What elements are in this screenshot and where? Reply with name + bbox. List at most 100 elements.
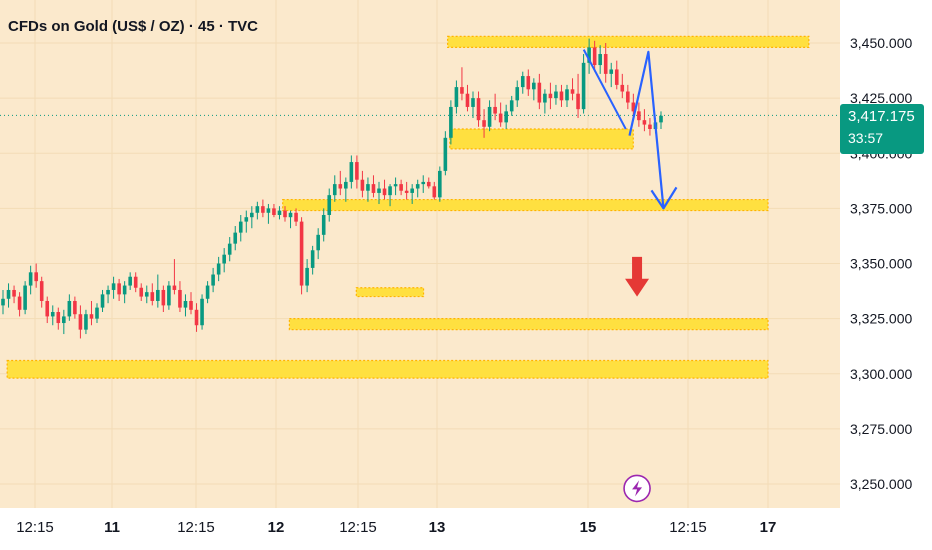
candle-body (321, 214, 326, 235)
candle-body (421, 181, 426, 185)
candle-body (56, 312, 61, 324)
candle (520, 71, 525, 94)
candle (537, 73, 542, 110)
y-tick-label: 3,325.000 (850, 311, 912, 327)
candle (117, 278, 121, 301)
candle-body (294, 212, 298, 222)
candle-body (642, 120, 647, 125)
candle (603, 43, 608, 83)
candle (592, 40, 597, 72)
candle (438, 166, 442, 202)
candle-body (283, 210, 287, 218)
candle-body (609, 69, 614, 74)
candle-body (12, 289, 16, 297)
y-tick-label: 3,375.000 (850, 200, 912, 216)
time-axis[interactable]: 12:15 11 12:15 12 12:15 13 15 12:15 17 (16, 519, 776, 536)
candle-body (404, 190, 409, 193)
candle (288, 210, 293, 229)
candle-body (648, 124, 652, 129)
candle-body (261, 206, 265, 213)
candle (360, 170, 365, 198)
y-tick-label: 3,250.000 (850, 476, 912, 492)
candle (62, 309, 66, 335)
candle-body (614, 69, 619, 85)
candle (548, 82, 553, 110)
candle (631, 93, 636, 116)
candle-body (515, 87, 520, 101)
candle (244, 210, 249, 233)
candle-body (1, 298, 5, 306)
candle-body (631, 102, 636, 112)
candle-body (305, 267, 309, 286)
candle (6, 283, 11, 308)
candle-body (426, 181, 431, 187)
candle-body (598, 54, 602, 66)
candle (366, 177, 370, 202)
candle-body (139, 287, 144, 297)
candle (78, 305, 83, 339)
candle (637, 102, 641, 127)
last-price-value: 3,417.175 (848, 108, 915, 125)
candle-body (548, 93, 553, 99)
candle (222, 248, 226, 273)
candle-body (78, 314, 83, 330)
candle (443, 131, 448, 176)
candle (106, 285, 110, 304)
candle (404, 181, 409, 200)
candle-body (520, 76, 525, 88)
candle (498, 102, 503, 127)
candle-body (526, 76, 531, 90)
candle-body (133, 276, 138, 288)
candle-body (603, 54, 608, 74)
candle (349, 155, 354, 189)
candle-body (178, 289, 182, 308)
zone-3 (282, 198, 769, 212)
candle (509, 95, 514, 116)
candle-body (493, 106, 497, 114)
candle-body (559, 91, 564, 101)
candle (23, 281, 27, 315)
candle (45, 296, 50, 324)
candle-body (62, 316, 66, 324)
candle (626, 84, 630, 110)
y-tick-label: 3,275.000 (850, 421, 912, 437)
candle (327, 188, 332, 222)
candle-body (504, 111, 508, 123)
candle-body (45, 300, 50, 317)
candle-body (344, 181, 348, 189)
candle-body (371, 184, 376, 193)
candle-body (438, 170, 442, 198)
x-tick-label: 11 (104, 519, 120, 536)
candle-body (183, 300, 188, 308)
price-axis[interactable]: 3,450.0003,425.0003,400.0003,375.0003,35… (850, 35, 912, 492)
candle (487, 100, 492, 132)
candle (178, 281, 182, 313)
candle (227, 237, 232, 262)
candle-body (349, 162, 354, 182)
candle-body (50, 312, 55, 317)
candle-body (399, 184, 403, 191)
candle (161, 285, 166, 313)
candle (84, 309, 88, 335)
zone-1 (447, 35, 810, 49)
candle-body (587, 47, 591, 63)
candle (261, 199, 265, 218)
candle (277, 206, 282, 220)
candle (344, 177, 348, 202)
candle (614, 60, 619, 90)
candle-body (73, 300, 77, 315)
candle-body (250, 212, 254, 218)
bar-countdown: 33:57 (848, 130, 884, 146)
candle (238, 214, 243, 242)
candle-body (172, 285, 177, 290)
candle (460, 67, 464, 101)
candle-body (581, 62, 586, 110)
candle-body (449, 106, 453, 138)
candle (543, 89, 547, 114)
candle-body (410, 188, 414, 193)
candle (554, 84, 558, 105)
zone-4 (355, 287, 425, 298)
y-tick-label: 3,300.000 (850, 366, 912, 382)
